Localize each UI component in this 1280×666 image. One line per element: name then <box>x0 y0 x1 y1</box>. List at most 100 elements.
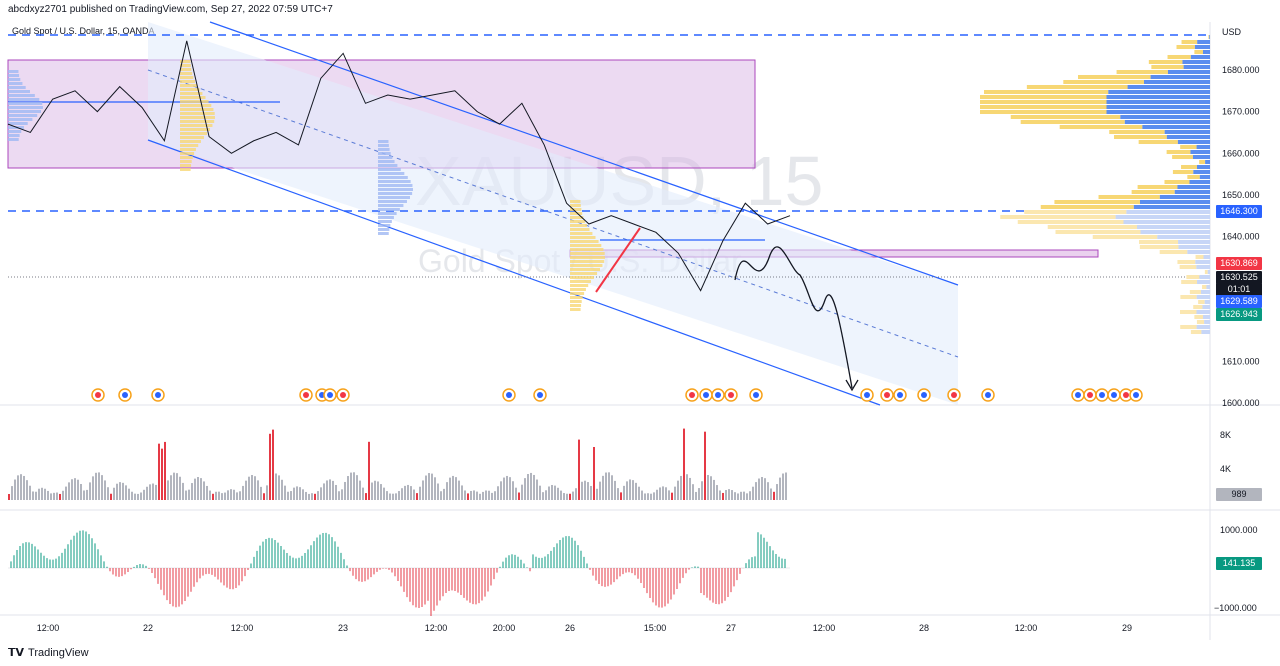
volume-bar <box>716 485 718 500</box>
volume-bar <box>599 481 601 500</box>
volume-bar <box>764 478 766 500</box>
profile-bar-blue <box>1126 210 1210 214</box>
event-flag-icon <box>537 392 543 398</box>
event-flag-icon <box>864 392 870 398</box>
volume-bar <box>8 494 10 500</box>
volume-bar <box>545 490 547 500</box>
profile-bar-blue <box>1182 60 1210 64</box>
session-profile-bar <box>8 118 33 121</box>
volume-bar <box>77 479 79 500</box>
volume-bar <box>653 492 655 500</box>
volume-bar <box>239 491 241 500</box>
session-profile-bar <box>8 70 19 73</box>
volume-bar <box>563 493 565 500</box>
profile-bar-yellow <box>1054 200 1140 204</box>
session-profile-bar <box>570 200 581 203</box>
profile-bar-yellow <box>1098 195 1160 199</box>
session-profile-bar <box>378 216 394 219</box>
volume-bar <box>125 485 127 500</box>
volume-bar <box>431 473 433 500</box>
volume-bar <box>578 439 580 500</box>
session-profile-bar <box>570 220 585 223</box>
profile-bar-blue <box>1207 270 1210 274</box>
volume-bar <box>149 484 151 500</box>
volume-bar <box>548 486 550 500</box>
profile-bar-blue <box>1140 230 1210 234</box>
volume-bar <box>536 479 538 500</box>
volume-bar <box>26 480 28 500</box>
projection-drawing <box>734 246 853 389</box>
volume-bar <box>224 492 226 500</box>
session-profile-bar <box>8 94 35 97</box>
volume-bar <box>320 487 322 500</box>
symbol-legend[interactable]: Gold Spot / U.S. Dollar, 15, OANDA <box>12 26 155 36</box>
profile-bar-yellow <box>1148 60 1183 64</box>
volume-bar <box>749 491 751 500</box>
footer-brand[interactable]: 𝗧𝗩 TradingView <box>8 646 89 660</box>
profile-bar-yellow <box>1180 295 1197 299</box>
volume-bar <box>497 486 499 500</box>
volume-bar <box>155 484 157 500</box>
session-profile-bar <box>378 232 389 235</box>
profile-bar-yellow <box>1194 50 1203 54</box>
profile-bar-blue <box>1202 315 1210 319</box>
volume-bar <box>782 473 784 500</box>
profile-bar-blue <box>1142 125 1210 129</box>
volume-bar <box>785 472 787 500</box>
event-flag-icon <box>985 392 991 398</box>
session-profile-bar <box>570 256 605 259</box>
profile-bar-blue <box>1203 255 1210 259</box>
time-tick-11: 12:00 <box>1015 623 1038 633</box>
volume-bar <box>95 472 97 500</box>
event-flag-icon <box>95 392 101 398</box>
volume-bar <box>98 472 100 500</box>
profile-bar-yellow <box>980 110 1107 114</box>
volume-bar <box>605 472 607 500</box>
volume-bar <box>458 480 460 500</box>
profile-bar-yellow <box>980 95 1107 99</box>
volume-bar <box>560 490 562 500</box>
session-profile-bar <box>8 90 30 93</box>
time-axis: 12:00 22 12:00 23 12:00 20:00 26 15:00 27 12:00 28… <box>37 623 1132 633</box>
volume-bar <box>425 475 427 500</box>
volume-bar <box>611 475 613 500</box>
volume-bar <box>737 493 739 500</box>
volume-bar <box>602 475 604 500</box>
volume-bar <box>227 490 229 500</box>
session-profile-bar <box>180 80 195 83</box>
volume-bar <box>299 487 301 500</box>
profile-bar-yellow <box>1024 210 1127 214</box>
volume-bar <box>461 485 463 500</box>
profile-bar-blue <box>1202 305 1210 309</box>
event-flag-icon <box>921 392 927 398</box>
profile-bar-blue <box>1159 195 1210 199</box>
price-tag-countdown: 01:01 <box>1216 283 1262 296</box>
profile-bar-yellow <box>1187 175 1200 179</box>
session-profile-bar <box>378 212 397 215</box>
volume-bar <box>677 480 679 500</box>
event-flag-icon <box>1075 392 1081 398</box>
volume-bar <box>404 485 406 500</box>
profile-bar-blue <box>1205 160 1210 164</box>
volume-bar <box>164 441 166 500</box>
profile-bar-blue <box>1124 120 1210 124</box>
session-profile-bar <box>180 116 215 119</box>
volume-bar <box>707 474 709 500</box>
volume-bar <box>401 488 403 500</box>
volume-bar <box>446 482 448 500</box>
profile-bar-yellow <box>1017 220 1124 224</box>
price-tag-last: 1630.525 <box>1216 271 1262 284</box>
session-profile-bar <box>180 112 215 115</box>
volume-bar <box>371 482 373 500</box>
event-flag-icon <box>753 392 759 398</box>
volume-bar <box>113 487 115 500</box>
session-profile-bar <box>180 100 209 103</box>
osc-tick-neg: −1000.000 <box>1214 603 1257 613</box>
volume-bar <box>104 480 106 500</box>
time-tick-9: 12:00 <box>813 623 836 633</box>
volume-bar <box>566 493 568 500</box>
volume-bar <box>722 492 724 500</box>
volume-bar <box>122 482 124 500</box>
volume-bar <box>236 492 238 500</box>
